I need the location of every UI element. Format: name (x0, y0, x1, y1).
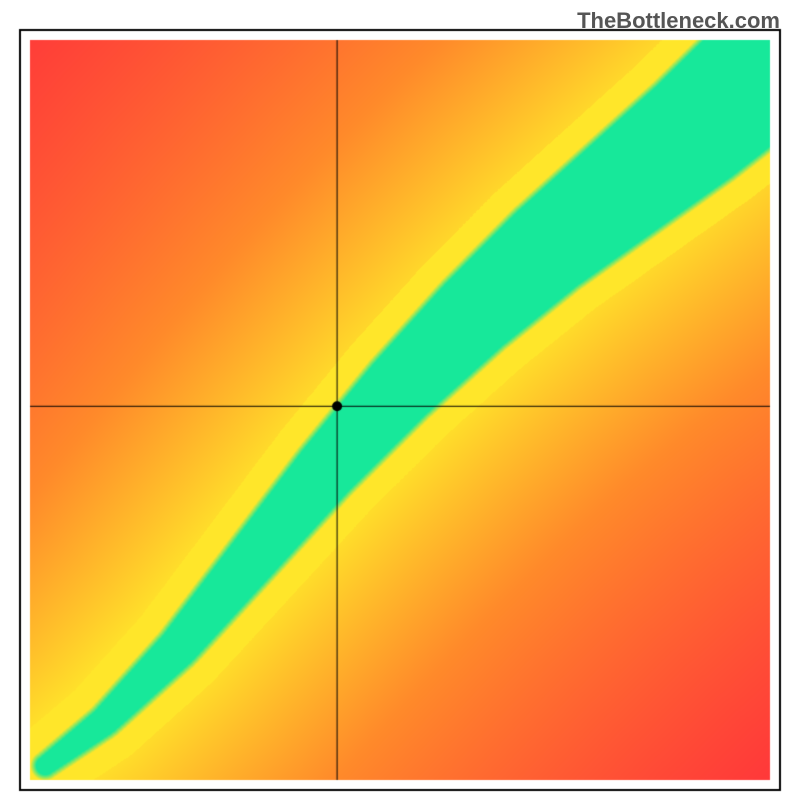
chart-container: TheBottleneck.com (0, 0, 800, 800)
heatmap-canvas (0, 0, 800, 800)
watermark-text: TheBottleneck.com (577, 8, 780, 34)
